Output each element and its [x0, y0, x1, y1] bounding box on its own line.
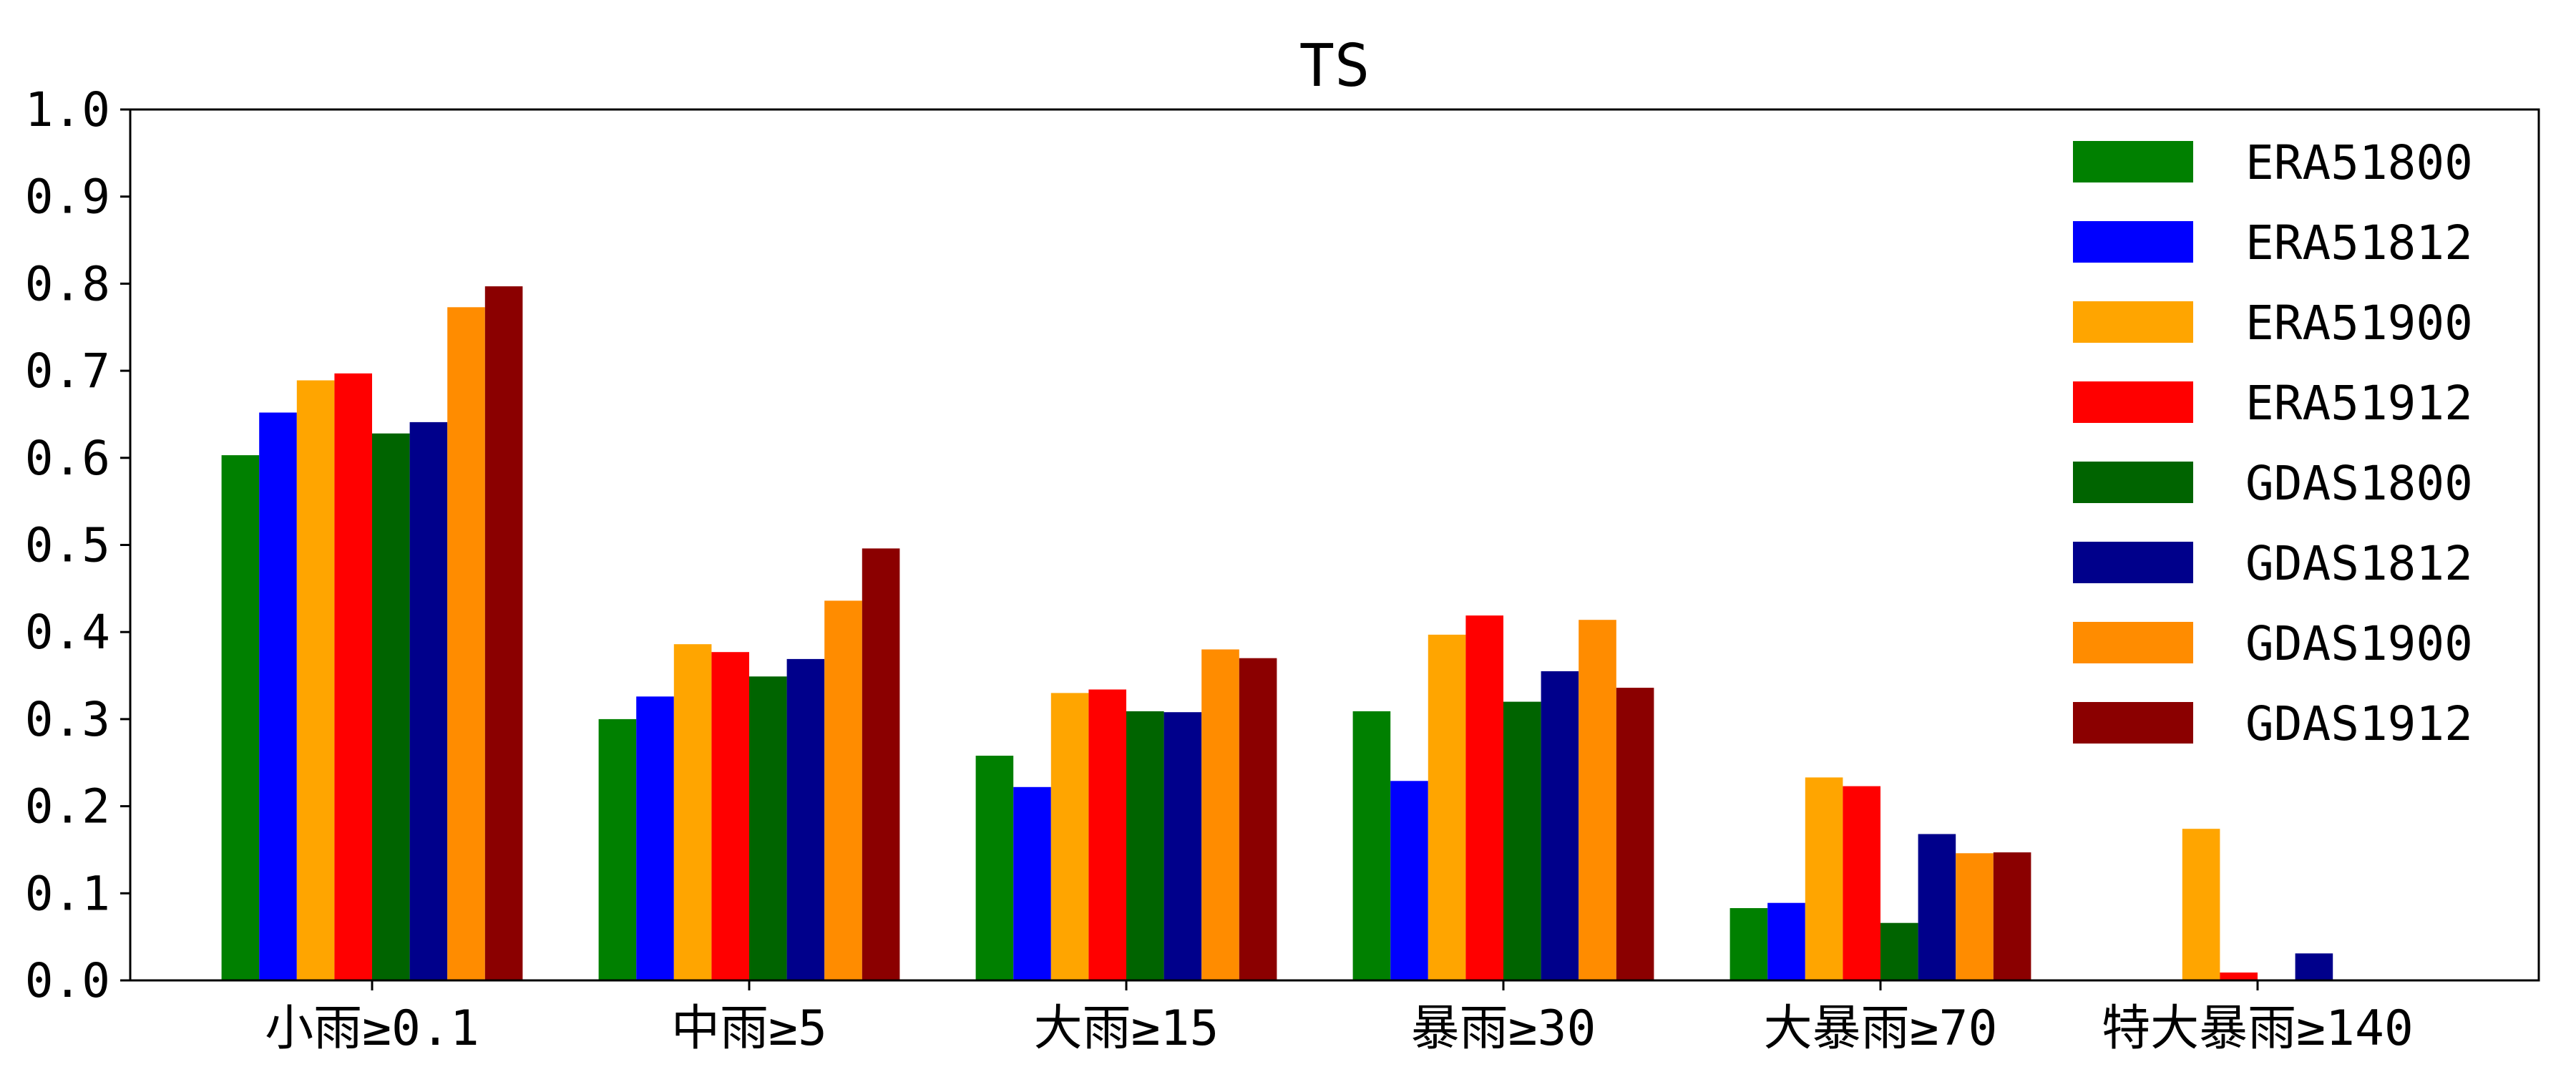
- x-tick-label: 大暴雨≥70: [1764, 1000, 1998, 1057]
- bars-layer: [221, 286, 2333, 981]
- y-tick-label: 0.1: [25, 866, 110, 921]
- bar-era51900-cat-4: [1805, 777, 1843, 980]
- y-tick-label: 0.8: [25, 256, 110, 311]
- bar-gdas1800-cat-4: [1880, 922, 1918, 980]
- legend: ERA51800 ERA51812 ERA51900 ERA51912 GDAS1800…: [2073, 135, 2473, 751]
- bar-era51900-cat-0: [296, 380, 335, 980]
- legend-swatch-era51812: [2073, 221, 2193, 263]
- bar-gdas1812-cat-5: [2295, 953, 2333, 980]
- bar-era51800-cat-3: [1352, 711, 1391, 980]
- legend-label-gdas1912: GDAS1912: [2245, 696, 2473, 751]
- bar-era51900-cat-5: [2182, 829, 2220, 980]
- legend-swatch-gdas1812: [2073, 542, 2193, 583]
- x-tick-label: 特大暴雨≥140: [2102, 1000, 2414, 1057]
- bar-gdas1900-cat-4: [1956, 853, 1994, 980]
- bar-era51900-cat-2: [1050, 693, 1089, 980]
- bar-era51812-cat-3: [1390, 781, 1428, 980]
- y-tick-label: 0.3: [25, 692, 110, 747]
- legend-swatch-gdas1900: [2073, 622, 2193, 663]
- x-tick-label: 大雨≥15: [1034, 1000, 1219, 1057]
- bar-gdas1800-cat-0: [372, 433, 410, 980]
- y-tick-label: 0.0: [25, 953, 110, 1008]
- bar-era51812-cat-0: [259, 412, 297, 980]
- bar-era51800-cat-2: [975, 756, 1014, 980]
- bar-gdas1900-cat-3: [1579, 620, 1616, 980]
- chart-title: TS: [1299, 32, 1370, 100]
- bar-gdas1900-cat-1: [824, 600, 862, 980]
- bar-era51912-cat-2: [1088, 689, 1126, 980]
- bar-era51800-cat-1: [598, 718, 637, 980]
- bar-gdas1900-cat-0: [447, 307, 485, 980]
- bar-era51800-cat-4: [1729, 908, 1768, 980]
- legend-label-gdas1812: GDAS1812: [2245, 536, 2473, 591]
- bar-gdas1912-cat-2: [1239, 658, 1277, 980]
- bar-gdas1912-cat-3: [1616, 688, 1654, 980]
- y-axis: 0.0 0.1 0.2 0.3 0.4 0.5 0.6 0.7 0.8 0.9 1.0: [25, 82, 130, 1008]
- bar-era51912-cat-1: [711, 652, 749, 980]
- legend-swatch-gdas1912: [2073, 702, 2193, 744]
- legend-label-era51912: ERA51912: [2245, 376, 2473, 431]
- legend-swatch-era51800: [2073, 141, 2193, 182]
- bar-era51900-cat-1: [673, 644, 712, 980]
- bar-era51812-cat-1: [636, 696, 674, 980]
- y-tick-label: 0.6: [25, 431, 110, 486]
- bar-gdas1812-cat-2: [1163, 712, 1202, 980]
- bar-gdas1900-cat-2: [1201, 649, 1239, 980]
- bar-gdas1800-cat-3: [1503, 701, 1541, 980]
- bar-gdas1912-cat-1: [862, 548, 900, 980]
- legend-swatch-era51912: [2073, 381, 2193, 423]
- y-tick-label: 0.5: [25, 518, 110, 573]
- bar-gdas1812-cat-4: [1918, 834, 1956, 980]
- y-tick-label: 0.7: [25, 343, 110, 399]
- bar-era51912-cat-4: [1843, 786, 1880, 980]
- bar-era51912-cat-3: [1465, 615, 1503, 980]
- bar-era51812-cat-4: [1767, 902, 1805, 980]
- y-tick-label: 1.0: [25, 82, 110, 137]
- legend-label-era51900: ERA51900: [2245, 296, 2473, 351]
- x-axis: 小雨≥0.1 中雨≥5 大雨≥15 暴雨≥30 大暴雨≥70 特大暴雨≥140: [265, 980, 2414, 1057]
- y-tick-label: 0.9: [25, 170, 110, 225]
- legend-label-gdas1900: GDAS1900: [2245, 616, 2473, 671]
- bar-gdas1912-cat-0: [484, 286, 523, 981]
- legend-swatch-era51900: [2073, 301, 2193, 343]
- bar-era51800-cat-0: [221, 455, 260, 980]
- bar-era51912-cat-5: [2220, 973, 2258, 980]
- x-tick-label: 暴雨≥30: [1411, 1000, 1596, 1057]
- bar-gdas1800-cat-1: [749, 676, 787, 980]
- y-tick-label: 0.4: [25, 605, 110, 660]
- x-tick-label: 小雨≥0.1: [265, 1000, 479, 1057]
- bar-gdas1812-cat-1: [786, 658, 825, 980]
- bar-gdas1812-cat-0: [409, 421, 448, 980]
- bar-era51912-cat-0: [334, 373, 372, 980]
- bar-era51900-cat-3: [1428, 634, 1466, 980]
- legend-label-era51812: ERA51812: [2245, 215, 2473, 271]
- legend-label-gdas1800: GDAS1800: [2245, 456, 2473, 511]
- bar-gdas1912-cat-4: [1993, 852, 2031, 980]
- legend-swatch-gdas1800: [2073, 462, 2193, 503]
- bar-era51812-cat-2: [1013, 786, 1051, 980]
- bar-gdas1812-cat-3: [1541, 671, 1579, 980]
- legend-label-era51800: ERA51800: [2245, 135, 2473, 190]
- y-tick-label: 0.2: [25, 779, 110, 834]
- bar-gdas1800-cat-2: [1126, 711, 1164, 980]
- x-tick-label: 中雨≥5: [671, 1000, 827, 1057]
